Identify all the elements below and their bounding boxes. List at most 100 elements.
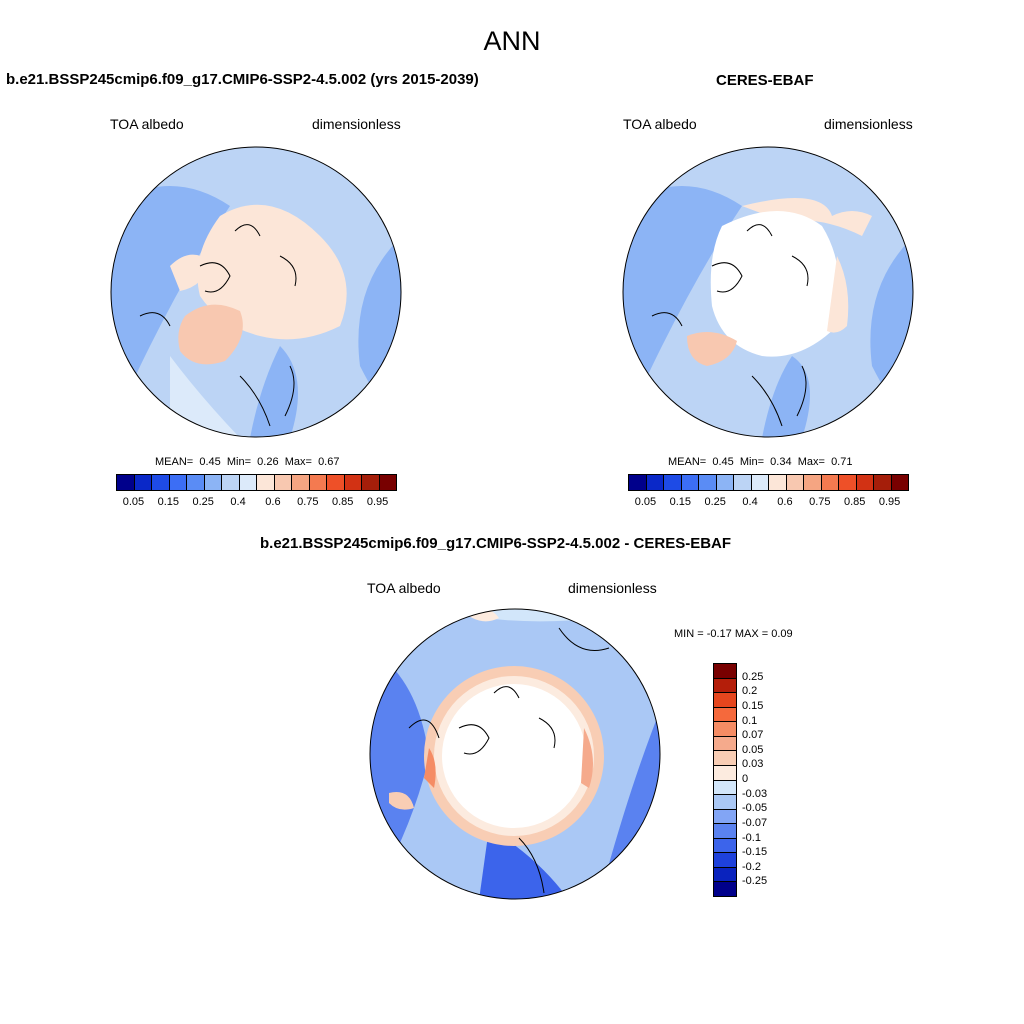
- colorbar-swatch: [714, 693, 736, 708]
- colorbar-swatch: [714, 882, 736, 896]
- colorbar-swatch: [751, 475, 769, 490]
- colorbar-swatch: [222, 475, 240, 490]
- colorbar-swatch: [714, 853, 736, 868]
- colorbar-tick-label: 0.75: [809, 496, 831, 508]
- colorbar-swatch: [874, 475, 892, 490]
- colorbar-tick-label: 0.85: [843, 496, 866, 508]
- colorbar-swatch: [204, 475, 222, 490]
- colorbar-swatch: [714, 867, 736, 883]
- colorbar-tick-label: 0.1: [742, 714, 758, 727]
- colorbar-swatch: [714, 707, 736, 723]
- colorbar-tick-label: 0: [742, 773, 749, 785]
- colorbar-swatch: [646, 475, 664, 490]
- colorbar-tick-label: 0.2: [742, 685, 758, 698]
- colorbar-tick-label: 0.95: [878, 496, 901, 508]
- colorbar-swatch: [714, 751, 736, 766]
- panel2-units-label: dimensionless: [824, 116, 913, 132]
- panel2-stats: MEAN= 0.45 Min= 0.34 Max= 0.71: [668, 456, 853, 468]
- colorbar-swatch: [239, 475, 257, 490]
- panel3-units-label: dimensionless: [568, 580, 657, 596]
- colorbar-swatch: [714, 722, 736, 737]
- panel1-variable-label: TOA albedo: [110, 116, 184, 132]
- colorbar-swatch: [714, 765, 736, 781]
- panel3-title: b.e21.BSSP245cmip6.f09_g17.CMIP6-SSP2-4.…: [260, 535, 732, 552]
- colorbar-swatch: [152, 475, 170, 490]
- panel2-colorbar-ticks: 0.05 0.15 0.25 0.4 0.6 0.75 0.85 0.95: [628, 496, 907, 510]
- colorbar-swatch: [714, 664, 736, 679]
- panel3-stats: MIN = -0.17 MAX = 0.09: [674, 628, 793, 640]
- colorbar-swatch: [714, 780, 736, 796]
- colorbar-swatch: [169, 475, 187, 490]
- panel1-polar-map: [110, 146, 402, 438]
- colorbar-tick-label: -0.2: [742, 860, 761, 873]
- colorbar-tick-label: 0.6: [265, 496, 281, 508]
- colorbar-swatch: [187, 475, 205, 490]
- colorbar-swatch: [786, 475, 804, 490]
- colorbar-tick-label: 0.25: [742, 670, 764, 683]
- colorbar-swatch: [714, 736, 736, 752]
- colorbar-tick-label: 0.25: [192, 496, 214, 508]
- panel1-title: b.e21.BSSP245cmip6.f09_g17.CMIP6-SSP2-4.…: [6, 71, 479, 88]
- panel3-polar-map: [369, 608, 661, 900]
- colorbar-tick-label: 0.95: [366, 496, 389, 508]
- colorbar-swatch: [117, 475, 135, 490]
- colorbar-swatch: [716, 475, 734, 490]
- colorbar-swatch: [769, 475, 787, 490]
- panel3-variable-label: TOA albedo: [367, 580, 441, 596]
- colorbar-swatch: [257, 475, 275, 490]
- colorbar-swatch: [714, 678, 736, 694]
- colorbar-swatch: [379, 475, 396, 490]
- colorbar-swatch: [714, 795, 736, 810]
- colorbar-swatch: [362, 475, 380, 490]
- colorbar-tick-label: -0.07: [742, 816, 768, 829]
- colorbar-tick-label: 0.85: [331, 496, 354, 508]
- colorbar-swatch: [714, 838, 736, 854]
- colorbar-tick-label: 0.03: [742, 758, 764, 771]
- panel1-stats: MEAN= 0.45 Min= 0.26 Max= 0.67: [155, 456, 340, 468]
- colorbar-tick-label: -0.05: [742, 802, 768, 815]
- colorbar-tick-label: 0.15: [157, 496, 180, 508]
- colorbar-tick-label: -0.15: [742, 846, 768, 859]
- colorbar-tick-label: -0.25: [742, 875, 768, 888]
- colorbar-tick-label: -0.03: [742, 787, 768, 800]
- colorbar-swatch: [134, 475, 152, 490]
- colorbar-swatch: [664, 475, 682, 490]
- panel3-colorbar: [713, 663, 737, 897]
- colorbar-swatch: [714, 824, 736, 839]
- panel1-colorbar: [116, 474, 397, 491]
- colorbar-tick-label: 0.05: [634, 496, 657, 508]
- panel1-units-label: dimensionless: [312, 116, 401, 132]
- colorbar-tick-label: 0.05: [122, 496, 145, 508]
- colorbar-tick-label: 0.25: [704, 496, 726, 508]
- colorbar-swatch: [629, 475, 647, 490]
- panel1-colorbar-ticks: 0.05 0.15 0.25 0.4 0.6 0.75 0.85 0.95: [116, 496, 395, 510]
- colorbar-swatch: [804, 475, 822, 490]
- colorbar-swatch: [714, 809, 736, 825]
- panel3-colorbar-ticks: 0.25 0.2 0.15 0.1 0.07 0.05 0.03 0 -0.03 -0.05 -0.…: [742, 663, 802, 895]
- panel2-title: CERES-EBAF: [716, 72, 814, 89]
- colorbar-tick-label: 0.4: [742, 496, 758, 508]
- colorbar-swatch: [821, 475, 839, 490]
- main-title: ANN: [483, 26, 541, 56]
- colorbar-tick-label: 0.4: [230, 496, 246, 508]
- colorbar-tick-label: -0.1: [742, 831, 761, 844]
- colorbar-tick-label: 0.15: [669, 496, 692, 508]
- colorbar-tick-label: 0.6: [777, 496, 793, 508]
- colorbar-swatch: [734, 475, 752, 490]
- panel2-variable-label: TOA albedo: [623, 116, 697, 132]
- colorbar-tick-label: 0.07: [742, 729, 764, 742]
- colorbar-swatch: [327, 475, 345, 490]
- colorbar-tick-label: 0.15: [742, 699, 764, 712]
- colorbar-tick-label: 0.75: [297, 496, 319, 508]
- colorbar-swatch: [856, 475, 874, 490]
- colorbar-swatch: [292, 475, 310, 490]
- colorbar-swatch: [681, 475, 699, 490]
- colorbar-swatch: [839, 475, 857, 490]
- panel2-polar-map: [622, 146, 914, 438]
- colorbar-swatch: [309, 475, 327, 490]
- colorbar-swatch: [344, 475, 362, 490]
- colorbar-swatch: [891, 475, 908, 490]
- colorbar-swatch: [699, 475, 717, 490]
- panel2-colorbar: [628, 474, 909, 491]
- colorbar-tick-label: 0.05: [742, 743, 764, 756]
